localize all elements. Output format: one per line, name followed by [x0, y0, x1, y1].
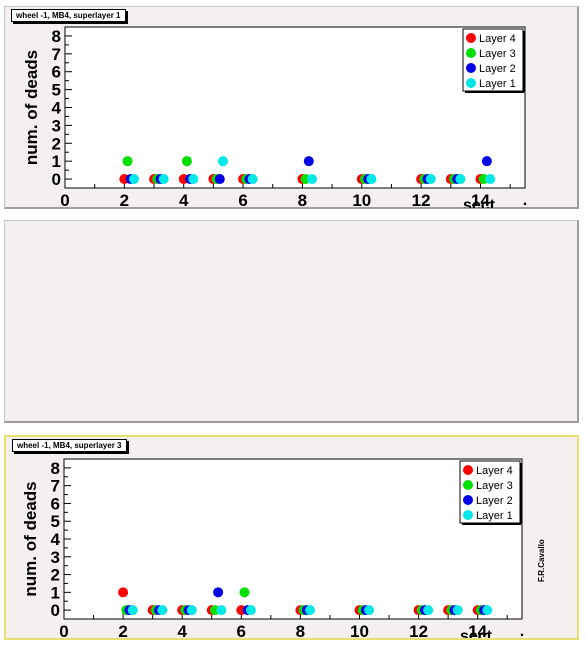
data-point: [423, 605, 434, 616]
y-tick-label: 3: [51, 548, 60, 567]
y-tick-label: 1: [52, 152, 61, 171]
x-axis-title: sect: [463, 197, 496, 208]
legend-marker: [466, 78, 476, 88]
data-point: [216, 605, 227, 616]
middle-empty-pad[interactable]: [4, 220, 579, 423]
bottom-plot-pad[interactable]: 0 1 2 3 4 5 6 7 8 0 2 4 6 8 10 12 14 sect. num. of deads La…: [4, 435, 579, 640]
data-point: [247, 174, 258, 185]
legend-label: Layer 4: [479, 33, 516, 45]
y-tick-label: 5: [52, 81, 61, 100]
data-point: [366, 174, 377, 185]
data-point: [481, 156, 492, 167]
data-point: [452, 605, 463, 616]
y-tick-label: 4: [52, 99, 62, 118]
author-signature: F.R.Cavallo: [537, 539, 546, 582]
data-point: [214, 174, 225, 185]
legend-label: Layer 3: [476, 480, 513, 492]
y-axis-title: num. of deads: [22, 50, 41, 165]
y-axis-title: num. of deads: [21, 481, 40, 596]
data-point: [425, 174, 436, 185]
data-point: [245, 605, 256, 616]
top-plot-title: wheel -1, MB4, superlayer 1: [11, 9, 126, 22]
data-point: [186, 605, 197, 616]
x-tick-label: 10: [352, 191, 371, 208]
y-tick-label: 5: [51, 512, 60, 531]
y-tick-label: 8: [51, 459, 60, 478]
data-point: [158, 174, 169, 185]
data-point: [181, 156, 192, 167]
plot-frame: [64, 26, 526, 189]
legend-marker: [463, 480, 473, 490]
data-point: [482, 605, 493, 616]
x-axis-end-dot: .: [520, 623, 524, 638]
bottom-plot-title: wheel -1, MB4, superlayer 3: [12, 439, 127, 452]
y-tick-label: 7: [51, 477, 60, 496]
legend-label: Layer 1: [479, 78, 516, 90]
x-tick-label: 4: [179, 191, 189, 208]
y-tick-label: 7: [52, 45, 61, 64]
x-tick-label: 10: [350, 622, 369, 638]
data-point: [188, 174, 199, 185]
legend-marker: [466, 63, 476, 73]
legend-marker: [466, 33, 476, 43]
y-tick-label: 3: [52, 116, 61, 135]
y-tick-label: 6: [51, 494, 60, 513]
data-point: [157, 605, 168, 616]
data-point: [455, 174, 466, 185]
x-axis-title: sect: [460, 628, 493, 638]
data-point: [217, 156, 228, 167]
y-tick-label: 0: [51, 601, 60, 620]
y-tick-label: 8: [52, 27, 61, 46]
x-tick-label: 12: [412, 191, 431, 208]
legend-marker: [466, 48, 476, 58]
y-tick-label: 4: [51, 530, 61, 549]
y-tick-label: 0: [52, 170, 61, 189]
y-tick-label: 2: [52, 134, 61, 153]
data-point: [364, 605, 375, 616]
y-tick-label: 1: [51, 583, 60, 602]
data-point: [307, 174, 318, 185]
x-tick-label: 8: [296, 622, 305, 638]
data-point: [239, 587, 250, 598]
x-tick-label: 6: [238, 191, 247, 208]
data-point: [118, 587, 129, 598]
x-tick-label: 14: [471, 191, 490, 208]
x-tick-label: 0: [60, 191, 69, 208]
top-plot-pad[interactable]: 0 1 2 3 4 5 6 7 8 0 2 4 6 8 10 12 14 sect. num. of deads La…: [4, 6, 579, 209]
y-tick-label: 6: [52, 63, 61, 82]
x-tick-label: 6: [237, 622, 246, 638]
legend-marker: [463, 510, 473, 520]
x-tick-label: 8: [298, 191, 307, 208]
legend-label: Layer 1: [476, 510, 513, 522]
x-tick-label: 14: [468, 622, 487, 638]
data-point: [128, 174, 139, 185]
data-point: [213, 587, 224, 598]
legend-label: Layer 2: [479, 63, 516, 75]
x-tick-label: 2: [120, 191, 129, 208]
y-tick-label: 2: [51, 566, 60, 585]
plot-frame: [63, 458, 523, 620]
x-tick-label: 2: [118, 622, 127, 638]
x-axis-end-dot: .: [523, 192, 527, 208]
legend-marker: [463, 465, 473, 475]
x-tick-label: 4: [177, 622, 187, 638]
x-tick-label: 0: [59, 622, 68, 638]
data-point: [485, 174, 496, 185]
data-point: [127, 605, 138, 616]
legend-label: Layer 4: [476, 465, 513, 477]
data-point: [304, 605, 315, 616]
legend-label: Layer 3: [479, 48, 516, 60]
data-point: [303, 156, 314, 167]
legend-label: Layer 2: [476, 495, 513, 507]
legend-marker: [463, 495, 473, 505]
x-tick-label: 12: [409, 622, 428, 638]
data-point: [122, 156, 133, 167]
